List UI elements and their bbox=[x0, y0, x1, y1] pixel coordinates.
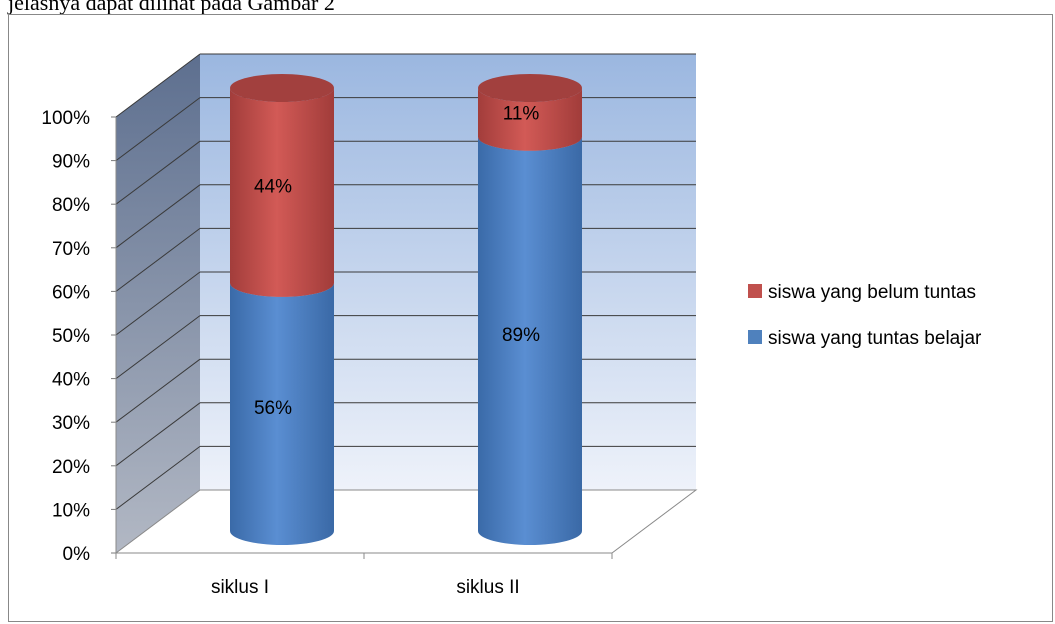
cylinder-segment bbox=[478, 136, 582, 546]
caption-fragment: jelasnya dapat dilihat pada Gambar 2 bbox=[8, 0, 335, 15]
data-label: 11% bbox=[503, 103, 540, 124]
gridline-side bbox=[115, 358, 201, 423]
x-tick-label: siklus I bbox=[211, 577, 269, 598]
x-tick-label: siklus II bbox=[456, 577, 519, 598]
gridline-side bbox=[115, 140, 201, 205]
y-tick-label: 0% bbox=[63, 544, 91, 565]
gridline-side bbox=[115, 445, 201, 510]
y-tick-label: 10% bbox=[52, 500, 90, 521]
x-axis: siklus I siklus II bbox=[115, 552, 613, 598]
chart-walls bbox=[114, 54, 698, 554]
y-tick-label: 20% bbox=[52, 457, 90, 478]
data-label: 56% bbox=[254, 398, 292, 419]
cylinder-segment bbox=[230, 282, 334, 545]
y-tick-label: 30% bbox=[52, 413, 90, 434]
y-tick-label: 50% bbox=[52, 326, 90, 347]
legend-swatch bbox=[748, 284, 762, 298]
y-tick-label: 100% bbox=[41, 108, 90, 129]
cylinder-segment bbox=[230, 88, 334, 297]
y-tick-label: 70% bbox=[52, 239, 90, 260]
gridline-side bbox=[115, 271, 201, 336]
y-tick-label: 40% bbox=[52, 370, 90, 391]
y-axis-ticks: 0% 10% 20% 30% 40% 50% 60% 70% 80% 90% 100% bbox=[41, 108, 117, 565]
y-tick-label: 60% bbox=[52, 282, 90, 303]
legend-label: siswa yang tuntas belajar bbox=[768, 328, 982, 349]
data-label: 44% bbox=[254, 176, 292, 197]
gridline-side bbox=[115, 402, 201, 467]
cylinder-segment bbox=[478, 88, 582, 151]
legend-swatch bbox=[748, 330, 762, 344]
cylinder-cap bbox=[230, 74, 334, 102]
gridline-side bbox=[115, 53, 201, 118]
legend: siswa yang belum tuntas siswa yang tuntas… bbox=[748, 282, 982, 349]
legend-label: siswa yang belum tuntas bbox=[768, 282, 976, 303]
gridline-side bbox=[115, 315, 201, 380]
y-tick-label: 90% bbox=[52, 152, 90, 173]
bars: 56% 44% 89% 11% bbox=[230, 74, 582, 546]
data-label: 89% bbox=[502, 325, 540, 346]
gridline-side bbox=[115, 97, 201, 162]
floor bbox=[114, 489, 698, 554]
cylinder-cap bbox=[478, 74, 582, 102]
y-tick-label: 80% bbox=[52, 195, 90, 216]
gridline-side bbox=[115, 184, 201, 249]
gridline-side bbox=[115, 227, 201, 292]
